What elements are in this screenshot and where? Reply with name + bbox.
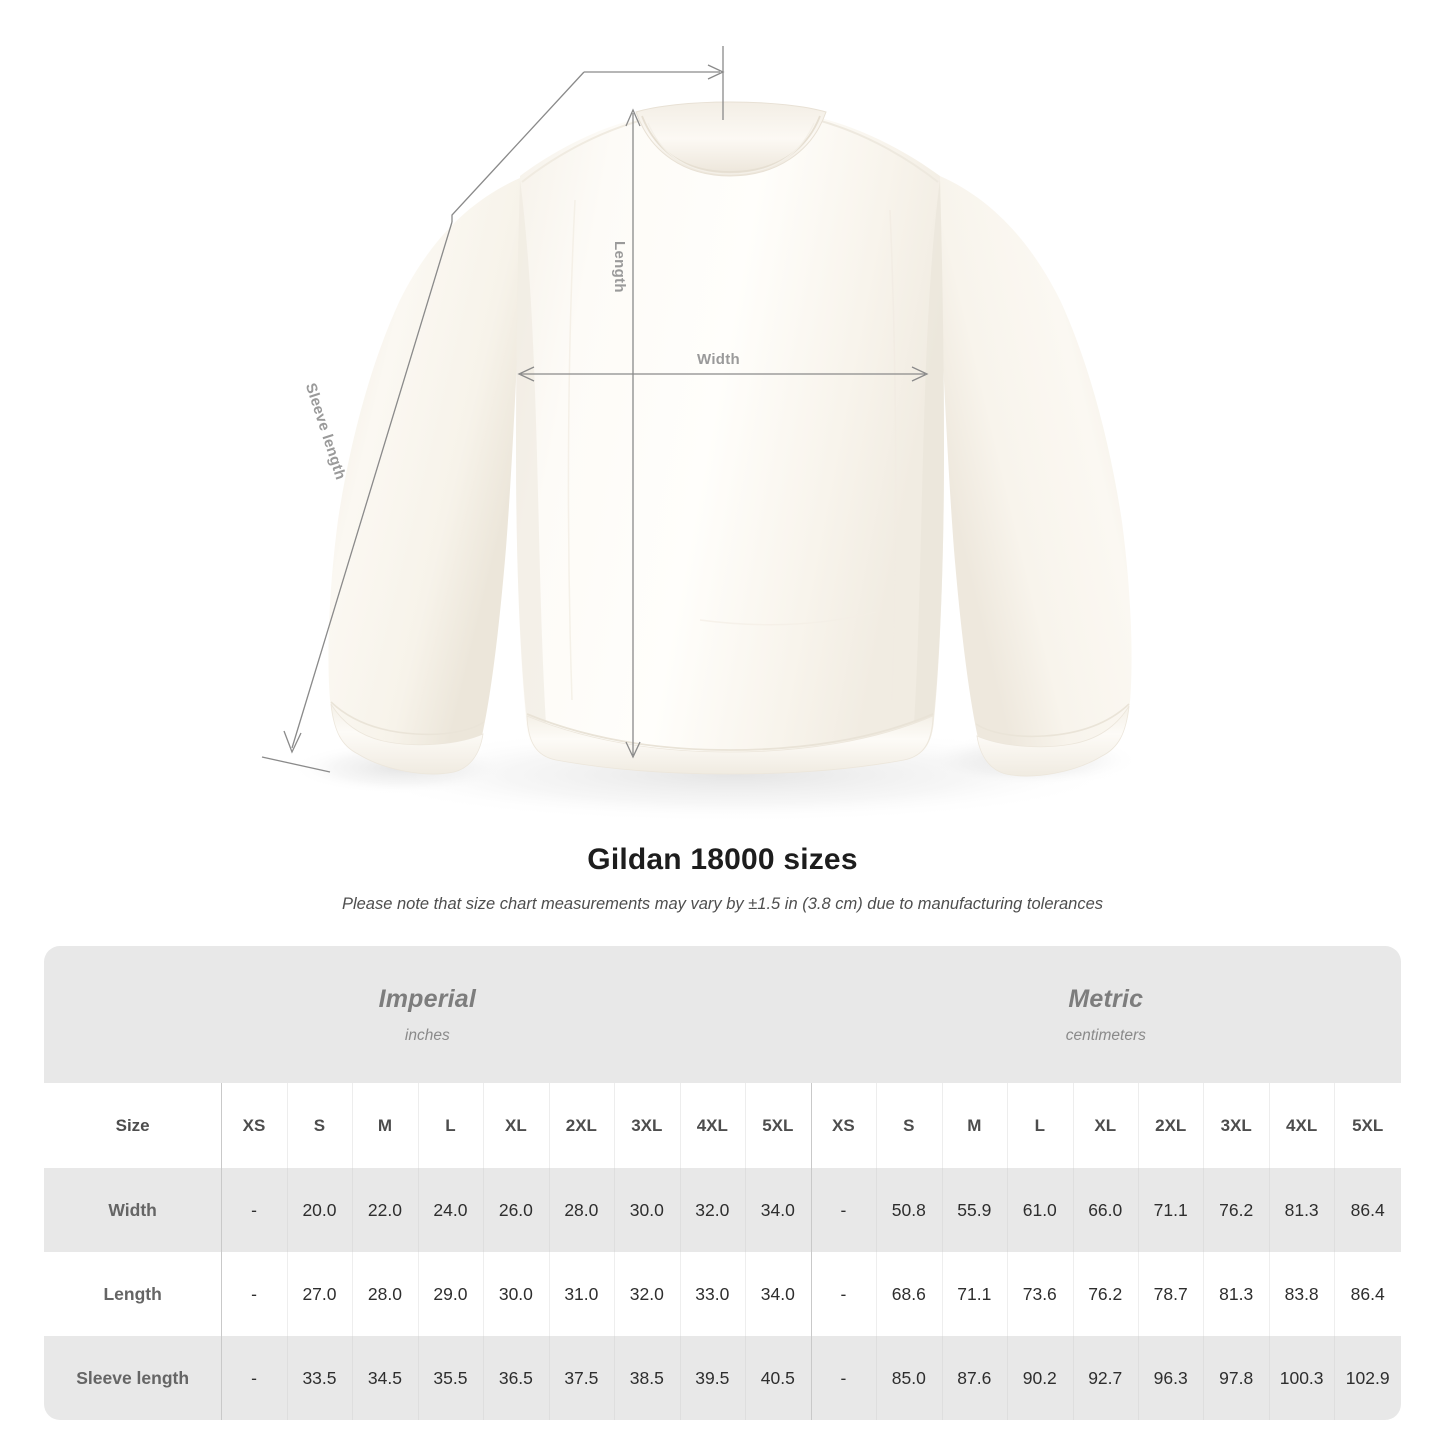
cell-length-imperial-5xl: 34.0 [745, 1252, 811, 1336]
cell-width-metric-s: 50.8 [876, 1168, 942, 1252]
cell-length-imperial-xs: - [221, 1252, 287, 1336]
cell-sleeve-metric-xl: 92.7 [1072, 1336, 1138, 1420]
cell-length-imperial-l: 29.0 [417, 1252, 484, 1336]
cell-sleeve-metric-l: 90.2 [1007, 1336, 1073, 1420]
cell-sleeve-metric-3xl: 97.8 [1203, 1336, 1269, 1420]
metric-subtitle: centimeters [1065, 1026, 1146, 1044]
cell-sleeve-imperial-s: 33.5 [286, 1336, 353, 1420]
metric-title: Metric [1068, 984, 1144, 1013]
cell-sleeve-imperial-xs: - [221, 1336, 287, 1420]
cell-width-metric-3xl: 76.2 [1203, 1168, 1269, 1252]
table-row: Width - 20.0 22.0 24.0 26.0 28.0 30.0 32… [44, 1168, 1401, 1252]
cell-sleeve-metric-xs: - [810, 1336, 877, 1420]
cell-width-imperial-2xl: 28.0 [548, 1168, 615, 1252]
cell-width-imperial-xs: - [221, 1168, 287, 1252]
cell-sleeve-metric-5xl: 102.9 [1334, 1336, 1401, 1420]
cell-width-imperial-3xl: 30.0 [614, 1168, 680, 1252]
header-imperial-xs: XS [221, 1083, 287, 1168]
row-label-length: Length [44, 1252, 222, 1336]
metric-banner: Metric centimeters [810, 946, 1401, 1083]
header-imperial-3xl: 3XL [614, 1083, 680, 1168]
cell-width-imperial-4xl: 32.0 [679, 1168, 746, 1252]
cell-sleeve-imperial-m: 34.5 [352, 1336, 418, 1420]
cell-width-metric-5xl: 86.4 [1334, 1168, 1401, 1252]
cell-length-metric-xl: 76.2 [1072, 1252, 1138, 1336]
cell-width-imperial-5xl: 34.0 [745, 1168, 811, 1252]
header-imperial-2xl: 2XL [548, 1083, 615, 1168]
header-metric-xl: XL [1072, 1083, 1138, 1168]
length-measurement-label: Length [611, 241, 628, 293]
header-metric-2xl: 2XL [1137, 1083, 1204, 1168]
size-label-header: Size [44, 1083, 222, 1168]
header-metric-xs: XS [810, 1083, 877, 1168]
header-metric-5xl: 5XL [1334, 1083, 1401, 1168]
cell-width-imperial-l: 24.0 [417, 1168, 484, 1252]
cell-sleeve-metric-4xl: 100.3 [1268, 1336, 1335, 1420]
cell-length-metric-l: 73.6 [1007, 1252, 1073, 1336]
cell-sleeve-imperial-5xl: 40.5 [745, 1336, 811, 1420]
imperial-subtitle: inches [404, 1026, 450, 1044]
cell-width-metric-m: 55.9 [941, 1168, 1008, 1252]
header-imperial-4xl: 4XL [679, 1083, 746, 1168]
cell-length-metric-m: 71.1 [941, 1252, 1008, 1336]
cell-length-metric-3xl: 81.3 [1203, 1252, 1269, 1336]
cell-length-imperial-s: 27.0 [286, 1252, 353, 1336]
page-title: Gildan 18000 sizes [587, 843, 858, 876]
cell-length-metric-s: 68.6 [876, 1252, 942, 1336]
table-row: Length - 27.0 28.0 29.0 30.0 31.0 32.0 3… [44, 1252, 1401, 1336]
header-metric-s: S [876, 1083, 942, 1168]
header-metric-l: L [1007, 1083, 1073, 1168]
garment-illustration: Length Width Sleeve length [261, 46, 1140, 823]
header-imperial-5xl: 5XL [745, 1083, 811, 1168]
row-label-width: Width [44, 1168, 222, 1252]
cell-width-metric-xl: 66.0 [1072, 1168, 1138, 1252]
header-imperial-s: S [286, 1083, 353, 1168]
cell-width-metric-l: 61.0 [1007, 1168, 1073, 1252]
width-measurement-label: Width [697, 351, 741, 368]
cell-sleeve-metric-s: 85.0 [876, 1336, 942, 1420]
header-imperial-xl: XL [483, 1083, 549, 1168]
row-label-sleeve-length: Sleeve length [44, 1336, 222, 1420]
size-header-row: Size XS S M L XL 2XL 3XL 4XL 5XL XS S M … [44, 1083, 1401, 1168]
cell-sleeve-imperial-l: 35.5 [417, 1336, 484, 1420]
header-metric-4xl: 4XL [1268, 1083, 1335, 1168]
cell-width-imperial-s: 20.0 [286, 1168, 353, 1252]
cell-length-imperial-2xl: 31.0 [548, 1252, 615, 1336]
cell-length-metric-5xl: 86.4 [1334, 1252, 1401, 1336]
cell-sleeve-metric-2xl: 96.3 [1137, 1336, 1204, 1420]
cell-sleeve-metric-m: 87.6 [941, 1336, 1008, 1420]
cell-length-metric-2xl: 78.7 [1137, 1252, 1204, 1336]
cell-length-metric-4xl: 83.8 [1268, 1252, 1335, 1336]
cell-length-imperial-xl: 30.0 [483, 1252, 549, 1336]
unit-banner-row: Imperial inches Metric centimeters [44, 946, 1401, 1083]
sweatshirt-diagram [261, 46, 1140, 823]
header-metric-3xl: 3XL [1203, 1083, 1269, 1168]
header-metric-m: M [941, 1083, 1008, 1168]
cell-width-metric-4xl: 81.3 [1268, 1168, 1335, 1252]
imperial-title: Imperial [378, 984, 477, 1013]
imperial-banner: Imperial inches [44, 946, 811, 1083]
cell-width-imperial-xl: 26.0 [483, 1168, 549, 1252]
header-imperial-l: L [417, 1083, 484, 1168]
page-subtitle: Please note that size chart measurements… [341, 895, 1104, 913]
cell-sleeve-imperial-3xl: 38.5 [614, 1336, 680, 1420]
header-imperial-m: M [352, 1083, 418, 1168]
title-block: Gildan 18000 sizes Please note that size… [0, 843, 1445, 914]
cell-width-metric-2xl: 71.1 [1137, 1168, 1204, 1252]
size-chart-table: Imperial inches Metric centimeters Size … [44, 946, 1401, 1420]
cell-length-metric-xs: - [810, 1252, 877, 1336]
cell-length-imperial-m: 28.0 [352, 1252, 418, 1336]
cell-sleeve-imperial-4xl: 39.5 [679, 1336, 746, 1420]
cell-width-imperial-m: 22.0 [352, 1168, 418, 1252]
table-row: Sleeve length - 33.5 34.5 35.5 36.5 37.5… [44, 1336, 1401, 1420]
cell-length-imperial-4xl: 33.0 [679, 1252, 746, 1336]
cell-length-imperial-3xl: 32.0 [614, 1252, 680, 1336]
cell-sleeve-imperial-2xl: 37.5 [548, 1336, 615, 1420]
cell-sleeve-imperial-xl: 36.5 [483, 1336, 549, 1420]
cell-width-metric-xs: - [810, 1168, 877, 1252]
